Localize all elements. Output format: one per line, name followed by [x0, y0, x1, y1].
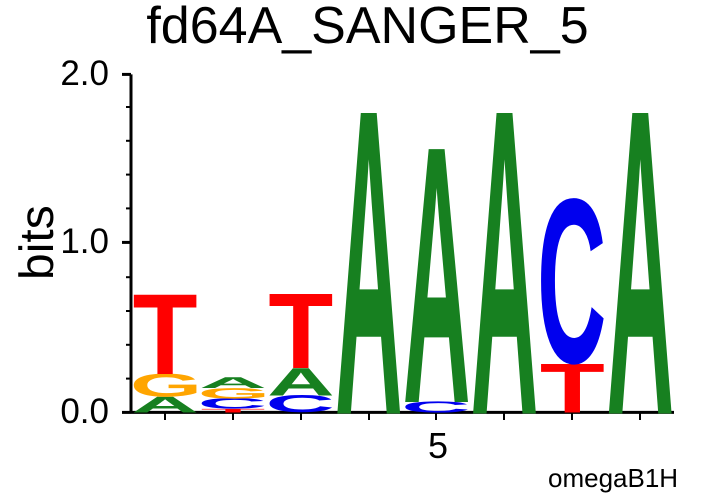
svg-text:C: C [537, 149, 606, 412]
svg-text:A: A [403, 69, 471, 480]
svg-text:T: T [268, 271, 333, 391]
svg-text:T: T [133, 270, 198, 399]
svg-text:A: A [335, 18, 403, 496]
svg-text:A: A [471, 18, 539, 496]
svg-text:A: A [199, 374, 267, 391]
svg-text:A: A [607, 18, 675, 496]
